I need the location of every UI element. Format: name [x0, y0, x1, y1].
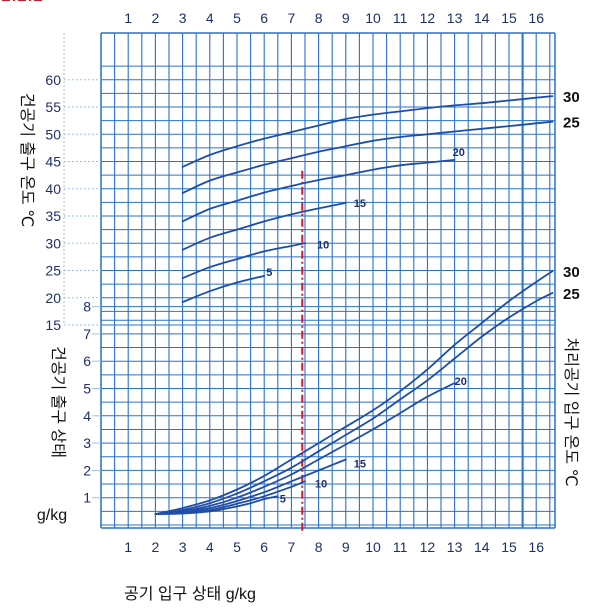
x-tick-label-bottom: 13 — [447, 539, 463, 555]
lower-y-tick-label: 3 — [83, 435, 91, 451]
upper-series-line-30 — [181, 95, 554, 168]
grid — [63, 32, 556, 529]
x-tick-label-bottom: 8 — [315, 539, 323, 555]
x-tick-label-top: 4 — [206, 10, 214, 26]
x-tick-label-bottom: 1 — [124, 539, 132, 555]
curves — [154, 95, 554, 515]
upper-series-line-20 — [181, 159, 456, 223]
lower-series-line-5 — [154, 495, 279, 515]
x-tick-label-bottom: 7 — [288, 539, 296, 555]
x-tick-label-bottom: 2 — [152, 539, 160, 555]
x-tick-label-top: 15 — [501, 10, 517, 26]
upper-y-tick-label: 55 — [45, 99, 61, 115]
lower-series-line-20 — [154, 382, 456, 515]
x-tick-label-bottom: 12 — [420, 539, 436, 555]
x-tick-label-top: 6 — [260, 10, 268, 26]
x-tick-label-top: 11 — [393, 10, 408, 26]
upper-series-label-15: 15 — [354, 198, 366, 210]
upper-y-tick-label: 35 — [45, 208, 61, 224]
x-tick-label-top: 14 — [474, 10, 490, 26]
lower-y-tick-label: 6 — [83, 353, 91, 369]
right-axis-title: 처리공기 입구 온도 ℃ — [562, 337, 580, 486]
lower-y-tick-label: 8 — [83, 299, 91, 315]
x-axis-title: 공기 입구 상태 g/kg — [124, 585, 256, 603]
x-tick-label-top: 9 — [342, 10, 350, 26]
lower-y-tick-label: 7 — [83, 326, 91, 342]
x-tick-label-top: 10 — [365, 10, 381, 26]
lower-series-label-5: 5 — [280, 493, 286, 505]
tick-labels: 2015105201510511223344556677889910101111… — [45, 10, 579, 555]
lower-y-axis-title: 건공기 출구 상태 — [49, 346, 67, 458]
lower-series-label-20: 20 — [455, 376, 467, 388]
upper-y-tick-label: 40 — [45, 181, 61, 197]
guide-lines — [0, 0, 304, 534]
lower-series-line-15 — [154, 458, 347, 515]
upper-y-tick-label: 30 — [45, 235, 61, 251]
upper-series-line-5 — [181, 275, 266, 303]
x-tick-label-top: 8 — [315, 10, 323, 26]
lower-series-label-15: 15 — [354, 458, 366, 470]
upper-series-label-10: 10 — [317, 239, 329, 251]
x-tick-label-top: 3 — [179, 10, 187, 26]
upper-y-tick-label: 20 — [45, 290, 61, 306]
x-tick-label-top: 13 — [447, 10, 463, 26]
x-tick-label-top: 12 — [420, 10, 436, 26]
x-tick-label-bottom: 5 — [233, 539, 241, 555]
x-tick-label-bottom: 11 — [393, 539, 408, 555]
upper-y-tick-label: 15 — [45, 317, 61, 333]
upper-series-line-15 — [181, 202, 347, 251]
lower-edge-label-30: 30 — [563, 264, 580, 281]
x-tick-label-top: 16 — [528, 10, 544, 26]
upper-y-tick-label: 45 — [45, 154, 61, 170]
upper-edge-label-25: 25 — [563, 115, 580, 132]
upper-series-line-10 — [181, 242, 306, 279]
x-tick-label-top: 7 — [288, 10, 296, 26]
lower-y-tick-label: 2 — [83, 462, 91, 478]
x-tick-label-bottom: 3 — [179, 539, 187, 555]
upper-series-label-20: 20 — [453, 147, 465, 159]
upper-y-tick-label: 50 — [45, 126, 61, 142]
lower-y-axis-unit: g/kg — [37, 507, 67, 524]
x-tick-label-bottom: 14 — [474, 539, 490, 555]
x-tick-label-bottom: 10 — [365, 539, 381, 555]
x-tick-label-bottom: 4 — [206, 539, 214, 555]
upper-y-tick-label: 25 — [45, 263, 61, 279]
upper-series-label-5: 5 — [266, 267, 272, 279]
x-tick-label-top: 1 — [124, 10, 132, 26]
x-tick-label-bottom: 9 — [342, 539, 350, 555]
upper-y-tick-label: 60 — [45, 72, 61, 88]
x-tick-label-bottom: 6 — [260, 539, 268, 555]
x-tick-label-top: 2 — [152, 10, 160, 26]
lower-edge-label-25: 25 — [563, 286, 580, 303]
x-tick-label-bottom: 15 — [501, 539, 517, 555]
upper-y-axis-title: 건공기 출구 온도 ℃ — [18, 93, 36, 227]
upper-series-line-25 — [181, 120, 554, 194]
lower-y-tick-label: 1 — [83, 490, 91, 506]
lower-series-line-25 — [154, 292, 554, 515]
lower-series-line-30 — [154, 270, 554, 515]
lower-y-tick-label: 4 — [83, 408, 91, 424]
upper-edge-label-30: 30 — [563, 89, 580, 106]
x-tick-label-bottom: 16 — [528, 539, 544, 555]
x-tick-label-top: 5 — [233, 10, 241, 26]
lower-series-label-10: 10 — [315, 478, 327, 490]
lower-y-tick-label: 5 — [83, 381, 91, 397]
